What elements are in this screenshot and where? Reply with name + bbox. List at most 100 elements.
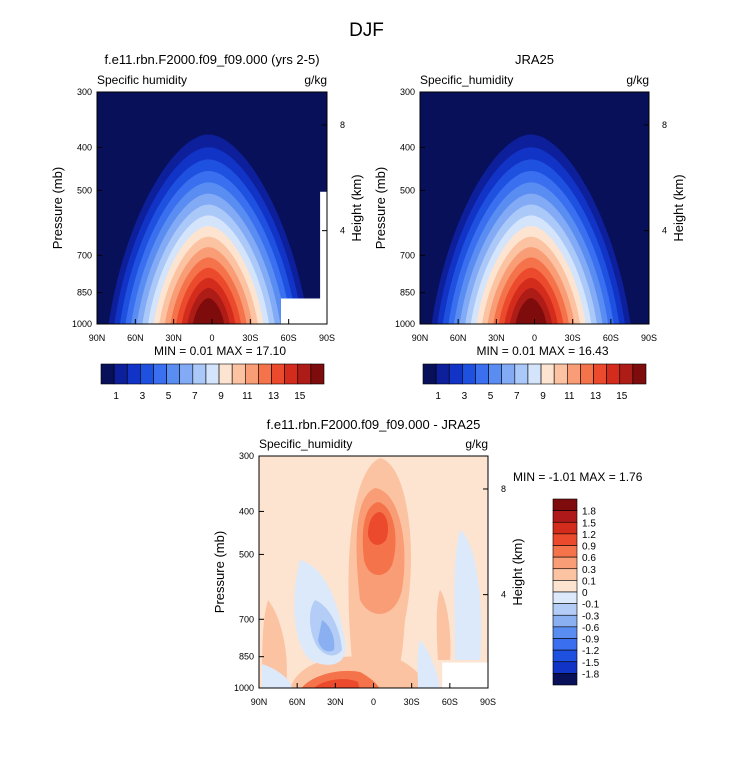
diff-contour-9: [318, 620, 335, 652]
colorbar-box: [552, 603, 578, 616]
colorbar-label: 1.2: [582, 530, 596, 541]
panel-title: f.e11.rbn.F2000.f09_f09.000 (yrs 2-5): [104, 52, 319, 67]
colorbar-label: -0.3: [582, 611, 600, 622]
y-tick-label: 700: [77, 250, 92, 260]
panel-title: JRA25: [515, 52, 554, 67]
colorbar: 1 3 5 7 9 11 13 15: [100, 363, 325, 402]
colorbar-label: 15: [294, 391, 306, 402]
height-axis-label: Height (km): [510, 538, 525, 605]
height-tick-label: 4: [340, 226, 345, 236]
colorbar-label: 7: [192, 391, 198, 402]
y-tick-label: 400: [239, 506, 254, 516]
colorbar-box: [552, 556, 578, 570]
colorbar-box: [552, 510, 578, 523]
units-label: g/kg: [626, 73, 649, 87]
colorbar-box: [192, 363, 207, 385]
y-axis-label: Pressure (mb): [373, 167, 388, 249]
colorbar-box: [566, 363, 581, 385]
colorbar-box: [552, 591, 578, 604]
x-tick-label: 30S: [404, 697, 420, 707]
colorbar-label: 1.8: [582, 507, 596, 518]
y-tick-label: 850: [77, 288, 92, 298]
y-axis-label: Pressure (mb): [50, 167, 65, 249]
y-tick-label: 700: [400, 250, 415, 260]
panel-3: f.e11.rbn.F2000.f09_f09.000 - JRA25 Speci…: [212, 417, 643, 707]
colorbar-label: -0.6: [582, 623, 600, 634]
colorbar-box: [552, 649, 578, 663]
colorbar-box: [552, 533, 578, 546]
colorbar-box: [179, 363, 194, 385]
x-tick-label: 90N: [412, 333, 429, 343]
colorbar-box: [126, 363, 141, 385]
x-tick-label: 30N: [488, 333, 505, 343]
panel-title: f.e11.rbn.F2000.f09_f09.000 - JRA25: [267, 417, 481, 432]
height-tick-label: 8: [340, 120, 345, 130]
colorbar-box: [552, 638, 578, 651]
x-tick-label: 30S: [242, 333, 258, 343]
variable-label: Specific humidity: [97, 73, 187, 87]
y-tick-label: 850: [400, 288, 415, 298]
x-tick-label: 90N: [89, 333, 106, 343]
colorbar-box: [501, 363, 516, 385]
diff-contour-12: [262, 600, 287, 688]
colorbar-box: [540, 363, 555, 385]
x-tick-label: 60S: [603, 333, 619, 343]
y-tick-label: 1000: [72, 319, 92, 329]
y-tick-label: 850: [239, 652, 254, 662]
colorbar-label: 7: [514, 391, 520, 402]
y-tick-label: 400: [400, 142, 415, 152]
x-tick-label: 30N: [165, 333, 182, 343]
figure-title: DJF: [349, 20, 384, 41]
y-tick-label: 300: [77, 87, 92, 97]
x-tick-label: 90S: [319, 333, 335, 343]
y-tick-label: 700: [239, 614, 254, 624]
colorbar-box: [244, 363, 259, 385]
colorbar-box: [552, 580, 578, 593]
colorbar-box: [593, 363, 607, 385]
colorbar-box: [166, 363, 181, 385]
x-tick-label: 0: [532, 333, 537, 343]
colorbar-label: 1: [113, 391, 119, 402]
colorbar-label: 11: [242, 391, 253, 402]
diff-contour-14: [262, 664, 292, 688]
contour-level-16: [192, 298, 225, 324]
height-axis-label: Height (km): [671, 174, 686, 241]
colorbar-label: -0.1: [582, 600, 600, 611]
colorbar-label: 0: [582, 588, 588, 599]
colorbar-box: [218, 363, 233, 385]
colorbar-label: 5: [488, 391, 494, 402]
y-tick-label: 1000: [395, 319, 415, 329]
colorbar-box: [552, 626, 578, 639]
contour-field: [420, 92, 649, 324]
contour-level-16: [515, 298, 547, 324]
colorbar-box: [462, 363, 476, 385]
colorbar-box: [284, 363, 299, 385]
height-tick-label: 4: [662, 226, 667, 236]
y-tick-label: 500: [400, 185, 415, 195]
colorbar-box: [552, 521, 578, 535]
colorbar-label: 5: [166, 391, 172, 402]
colorbar-label: 13: [268, 391, 280, 402]
units-label: g/kg: [304, 73, 327, 87]
colorbar-label: 9: [218, 391, 224, 402]
colorbar-label: 0.1: [582, 576, 596, 587]
units-label: g/kg: [465, 437, 488, 451]
colorbar: 1 3 5 7 9 11 13 15: [422, 363, 647, 402]
y-tick-label: 300: [239, 451, 254, 461]
y-axis-label: Pressure (mb): [212, 531, 227, 613]
x-tick-label: 0: [209, 333, 214, 343]
contour-field: [97, 92, 327, 324]
colorbar-box: [153, 363, 167, 385]
colorbar-label: 3: [462, 391, 468, 402]
colorbar-box: [231, 363, 246, 385]
diff-contour-10: [454, 530, 482, 660]
colorbar-box: [100, 363, 115, 385]
y-tick-label: 1000: [234, 683, 254, 693]
colorbar-label: 0.3: [582, 565, 596, 576]
x-tick-label: 0: [371, 697, 376, 707]
colorbar-box: [552, 614, 578, 628]
x-tick-label: 60S: [442, 697, 458, 707]
colorbar-box: [553, 363, 568, 385]
x-tick-label: 90N: [251, 697, 268, 707]
colorbar-box: [527, 363, 542, 385]
